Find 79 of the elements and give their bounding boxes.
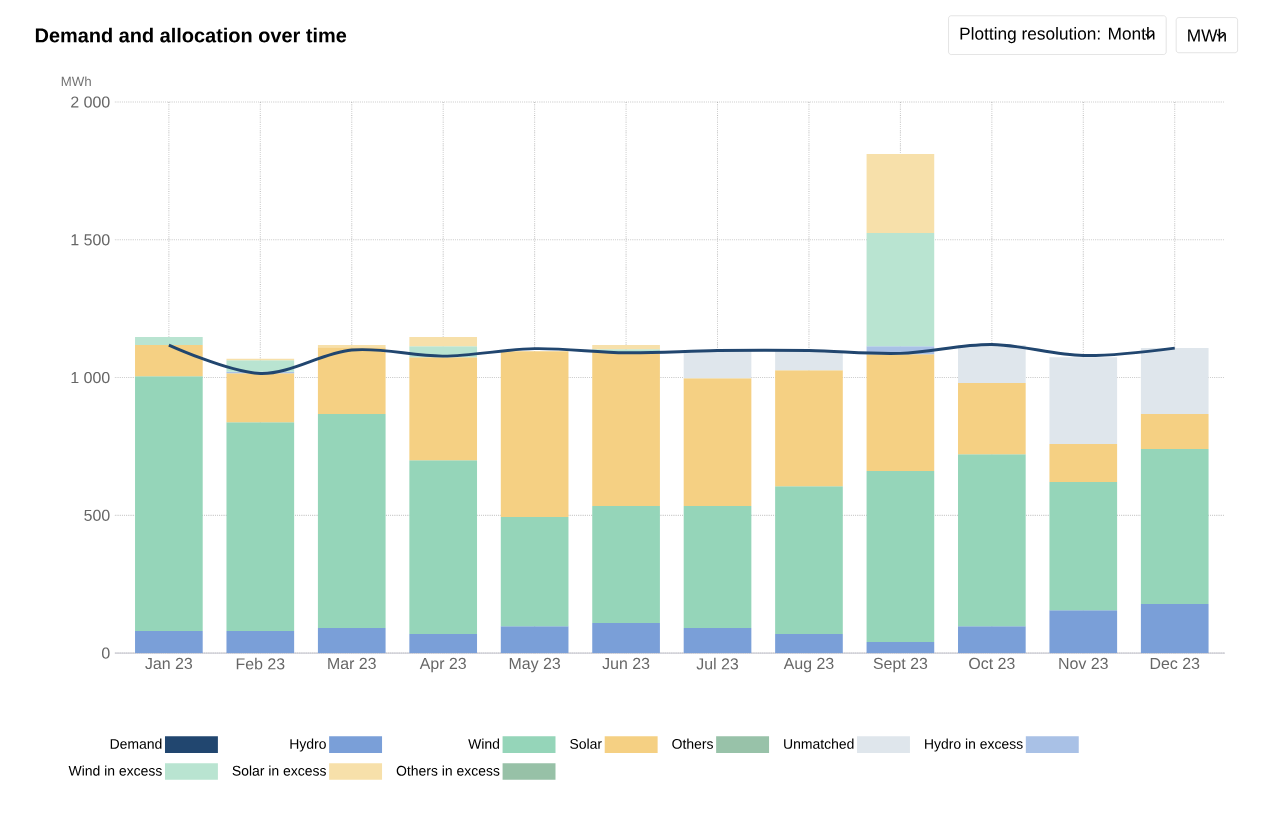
bar	[958, 454, 1026, 627]
y-tick-label: 1 000	[71, 372, 110, 384]
bar	[775, 370, 843, 487]
bar	[317, 414, 386, 629]
bar	[958, 383, 1026, 455]
legend-label: Unmatched	[784, 738, 854, 750]
bar	[1140, 414, 1209, 450]
bar	[683, 628, 752, 654]
legend-label: Hydro	[290, 738, 326, 752]
bar	[409, 460, 478, 635]
bar	[866, 642, 935, 654]
bar	[226, 631, 295, 654]
bar	[775, 351, 843, 371]
bar	[135, 631, 203, 654]
bar	[1140, 449, 1209, 605]
bar	[500, 351, 569, 518]
bar	[135, 337, 203, 346]
bar	[592, 623, 660, 654]
legend-label: Solar in excess	[232, 765, 326, 776]
bar	[592, 506, 660, 624]
bar	[683, 506, 752, 629]
bar	[409, 357, 478, 461]
x-tick-label: Jul 23	[696, 658, 739, 670]
y-tick-label: 1 500	[71, 234, 110, 246]
bar	[683, 351, 752, 379]
bar	[775, 634, 843, 654]
bar	[317, 628, 386, 654]
y-tick-label: 500	[84, 509, 110, 522]
x-tick-label: Jun 23	[602, 658, 650, 670]
bar	[592, 345, 660, 350]
y-axis-title: MWh	[61, 76, 91, 87]
text: MWh	[1188, 29, 1226, 42]
bar	[135, 345, 203, 377]
legend-label: Wind	[468, 738, 500, 750]
x-tick-label: Nov 23	[1059, 658, 1108, 670]
bar	[1140, 604, 1209, 654]
legend-label: Wind in excess	[68, 765, 162, 776]
bar	[866, 154, 935, 234]
bar	[409, 634, 478, 654]
bar	[500, 517, 569, 627]
x-tick-label: Mar 23	[328, 658, 376, 670]
text: Plotting resolution: Month	[960, 27, 1155, 44]
bar	[226, 422, 295, 632]
x-tick-label: Aug 23	[783, 658, 834, 673]
x-tick-label: Dec 23	[1150, 658, 1200, 670]
x-tick-label: May 23	[509, 658, 561, 673]
bar	[683, 378, 752, 507]
bar	[1049, 444, 1118, 483]
legend-label: Demand	[110, 738, 162, 750]
y-tick-label: 0	[101, 647, 110, 659]
bar	[1140, 348, 1209, 415]
bar	[866, 471, 935, 643]
bar	[409, 337, 478, 347]
x-tick-label: Feb 23	[236, 658, 285, 670]
x-tick-label: Apr 23	[419, 658, 466, 673]
x-tick-label: Oct 23	[969, 658, 1015, 670]
line-series	[167, 343, 1177, 376]
bar	[1049, 482, 1118, 611]
bar	[1049, 357, 1118, 445]
bar	[226, 373, 295, 423]
chart-title: Demand and allocation over time	[35, 28, 347, 43]
bar	[135, 376, 203, 632]
bar	[317, 347, 386, 415]
bar	[592, 352, 660, 507]
bar	[1049, 610, 1118, 654]
bar	[866, 233, 935, 347]
bar	[958, 345, 1026, 384]
bar	[958, 626, 1026, 654]
bar	[500, 626, 569, 654]
legend-label: Solar	[570, 738, 602, 750]
x-tick-label: Jan 23	[145, 658, 193, 670]
bar	[866, 354, 935, 472]
bar	[775, 486, 843, 635]
x-tick-label: Sept 23	[873, 658, 928, 673]
bar	[317, 345, 386, 348]
legend-label: Hydro in excess	[925, 738, 1023, 752]
legend-label: Others	[672, 738, 713, 750]
legend-label: Others in excess	[396, 765, 500, 776]
y-tick-label: 2 000	[71, 96, 110, 108]
